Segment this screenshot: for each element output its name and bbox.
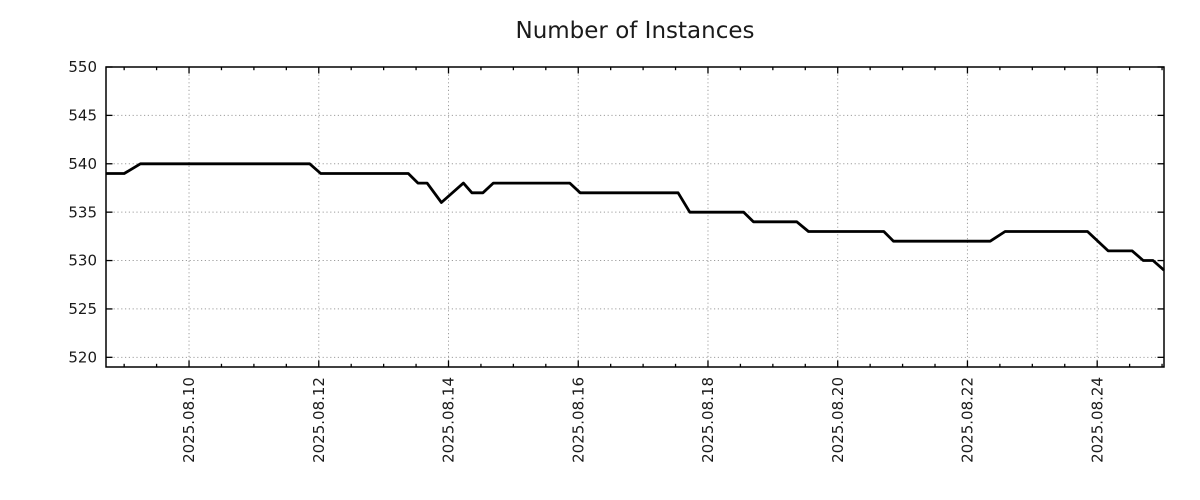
x-tick-label: 2025.08.18 <box>699 377 717 463</box>
y-tick-label: 535 <box>68 203 97 221</box>
x-tick-label: 2025.08.16 <box>569 377 587 463</box>
x-tick-label: 2025.08.20 <box>829 377 847 463</box>
x-tick-label: 2025.08.10 <box>180 377 198 463</box>
y-tick-label: 525 <box>68 300 97 318</box>
y-tick-label: 530 <box>68 252 97 270</box>
y-tick-label: 545 <box>68 107 97 125</box>
axis-ticks <box>106 66 1164 367</box>
y-tick-label: 520 <box>68 349 97 367</box>
gridlines <box>106 66 1164 367</box>
y-tick-label: 550 <box>68 58 97 76</box>
x-axis-tick-labels: 2025.08.10 2025.08.12 2025.08.14 2025.08.16… <box>180 377 1106 463</box>
x-tick-label: 2025.08.12 <box>310 377 328 463</box>
series-instances <box>106 162 1165 272</box>
chart-title: Number of Instances <box>516 18 755 44</box>
x-tick-label: 2025.08.22 <box>959 377 977 463</box>
plot-border <box>105 66 1165 368</box>
y-axis-tick-labels: 520 525 530 535 540 545 550 <box>68 58 97 366</box>
y-tick-label: 540 <box>68 155 97 173</box>
x-tick-label: 2025.08.14 <box>440 377 458 463</box>
x-tick-label: 2025.08.24 <box>1088 377 1106 463</box>
data-series-line <box>106 162 1165 272</box>
